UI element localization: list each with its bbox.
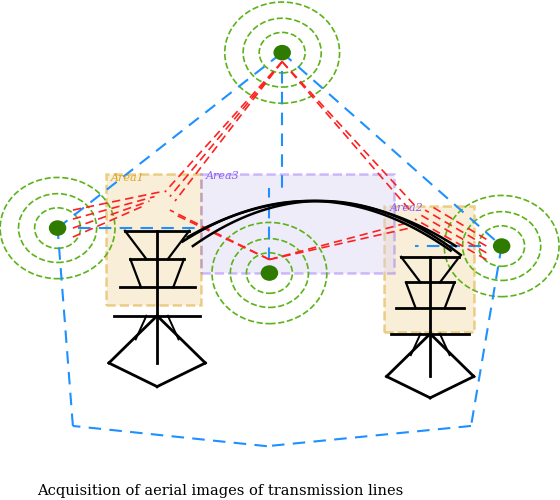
FancyBboxPatch shape <box>106 174 200 304</box>
Text: Area3: Area3 <box>206 172 239 181</box>
Circle shape <box>274 46 290 60</box>
Circle shape <box>262 266 277 280</box>
Text: Area1: Area1 <box>111 173 145 183</box>
Circle shape <box>49 221 66 235</box>
Circle shape <box>493 239 510 253</box>
FancyBboxPatch shape <box>200 174 394 273</box>
Text: Acquisition of aerial images of transmission lines: Acquisition of aerial images of transmis… <box>37 484 403 498</box>
FancyBboxPatch shape <box>384 206 474 332</box>
Text: Area2: Area2 <box>389 203 423 213</box>
